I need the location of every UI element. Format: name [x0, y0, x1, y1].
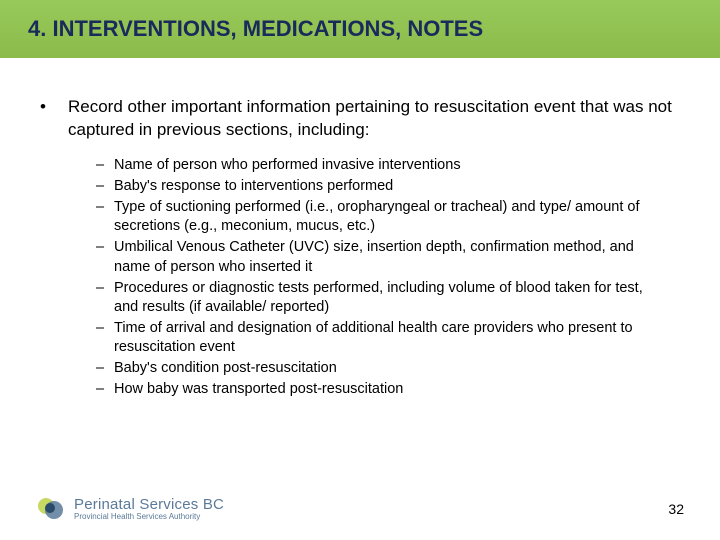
logo-main-text: Perinatal Services BC — [74, 497, 224, 512]
list-item: – Time of arrival and designation of add… — [96, 319, 680, 357]
sub-bullet-text: Name of person who performed invasive in… — [114, 156, 680, 175]
title-bar: 4. INTERVENTIONS, MEDICATIONS, NOTES — [0, 0, 720, 58]
list-item: – Baby's response to interventions perfo… — [96, 177, 680, 196]
logo-sub-text: Provincial Health Services Authority — [74, 513, 224, 521]
sub-bullet-text: Baby's response to interventions perform… — [114, 177, 680, 196]
main-bullet: • Record other important information per… — [40, 96, 680, 142]
list-item: – Type of suctioning performed (i.e., or… — [96, 198, 680, 236]
sub-bullet-list: – Name of person who performed invasive … — [40, 156, 680, 400]
logo: Perinatal Services BC Provincial Health … — [36, 494, 224, 524]
dash-marker: – — [96, 319, 114, 357]
sub-bullet-text: Type of suctioning performed (i.e., orop… — [114, 198, 680, 236]
list-item: – Name of person who performed invasive … — [96, 156, 680, 175]
list-item: – Baby's condition post-resuscitation — [96, 359, 680, 378]
sub-bullet-text: How baby was transported post-resuscitat… — [114, 380, 680, 399]
list-item: – Umbilical Venous Catheter (UVC) size, … — [96, 238, 680, 276]
logo-text-block: Perinatal Services BC Provincial Health … — [74, 497, 224, 521]
dash-marker: – — [96, 238, 114, 276]
dash-marker: – — [96, 177, 114, 196]
dash-marker: – — [96, 198, 114, 236]
page-number: 32 — [668, 501, 684, 517]
dash-marker: – — [96, 359, 114, 378]
perinatal-logo-icon — [36, 494, 66, 524]
sub-bullet-text: Procedures or diagnostic tests performed… — [114, 279, 680, 317]
list-item: – Procedures or diagnostic tests perform… — [96, 279, 680, 317]
dash-marker: – — [96, 380, 114, 399]
main-bullet-text: Record other important information perta… — [68, 96, 680, 142]
dash-marker: – — [96, 156, 114, 175]
bullet-marker: • — [40, 96, 68, 142]
sub-bullet-text: Umbilical Venous Catheter (UVC) size, in… — [114, 238, 680, 276]
sub-bullet-text: Baby's condition post-resuscitation — [114, 359, 680, 378]
content-area: • Record other important information per… — [0, 58, 720, 399]
dash-marker: – — [96, 279, 114, 317]
footer: Perinatal Services BC Provincial Health … — [36, 494, 684, 524]
list-item: – How baby was transported post-resuscit… — [96, 380, 680, 399]
sub-bullet-text: Time of arrival and designation of addit… — [114, 319, 680, 357]
slide-title: 4. INTERVENTIONS, MEDICATIONS, NOTES — [28, 16, 483, 42]
